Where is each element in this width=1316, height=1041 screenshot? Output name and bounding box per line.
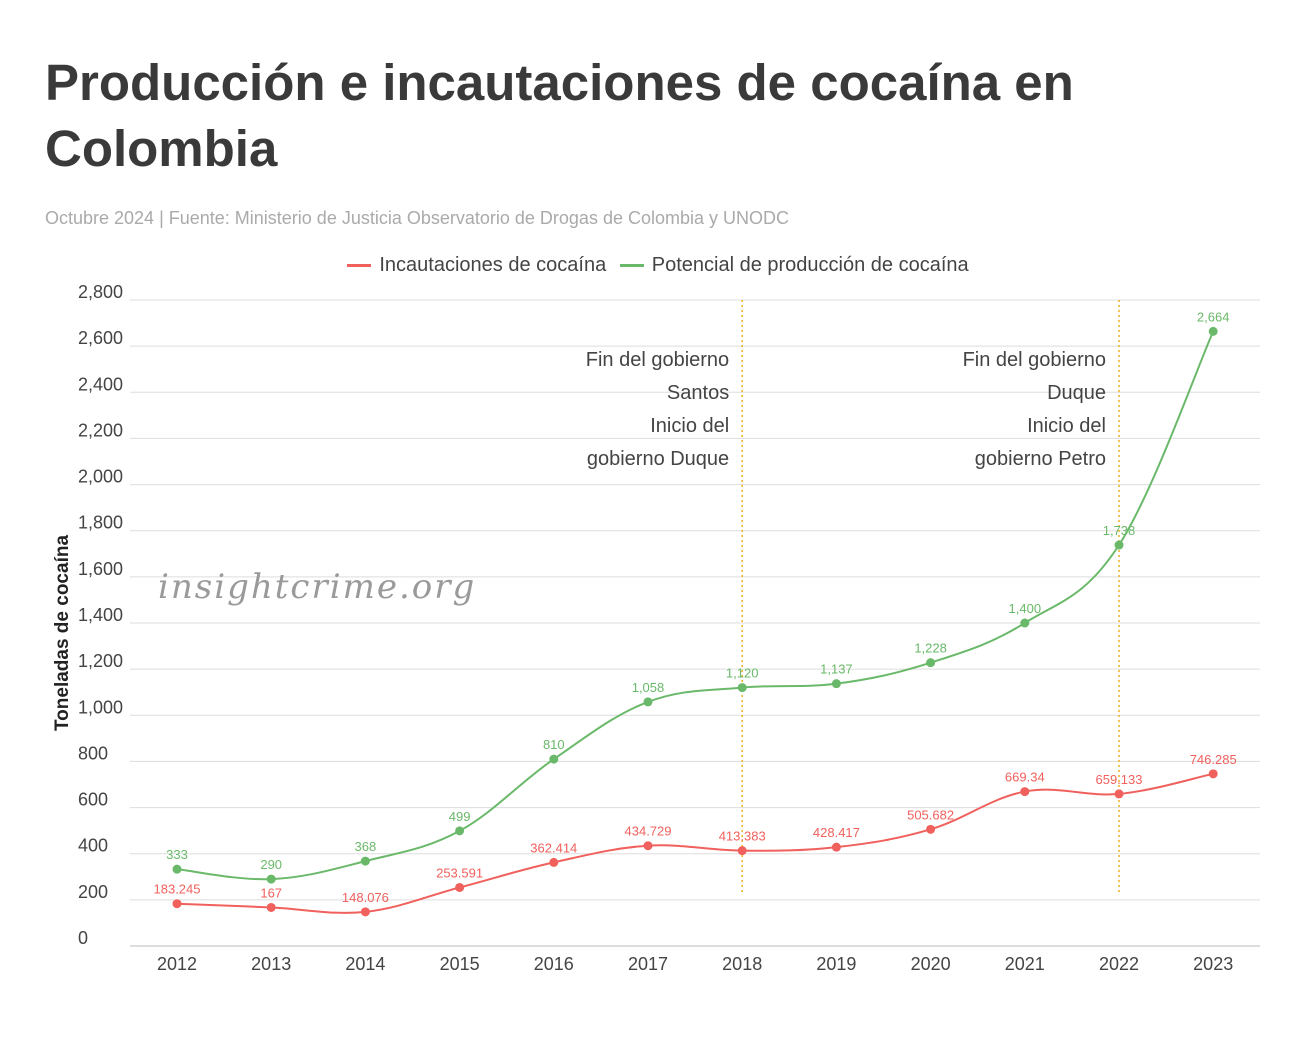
point-produccion-2015 [455, 826, 465, 836]
data-label-incautaciones-2013: 167 [260, 885, 282, 900]
data-label-produccion-2018: 1,120 [726, 666, 759, 681]
point-produccion-2018 [737, 683, 747, 693]
legend-item-incautaciones[interactable]: Incautaciones de cocaína [347, 254, 606, 277]
point-incautaciones-2022 [1114, 789, 1124, 799]
point-incautaciones-2013 [266, 902, 276, 912]
x-tick-label-2021: 2021 [1005, 954, 1045, 974]
annotation-2022-line-3: gobierno Petro [975, 448, 1106, 470]
y-tick-label-600: 600 [78, 790, 108, 810]
data-label-produccion-2021: 1,400 [1009, 601, 1042, 616]
data-label-incautaciones-2022: 659.133 [1096, 772, 1143, 787]
annotation-2022-line-0: Fin del gobierno [963, 349, 1106, 371]
point-incautaciones-2016 [549, 857, 559, 867]
annotation-2018-line-1: Santos [667, 382, 729, 404]
annotation-2018-line-3: gobierno Duque [587, 448, 729, 470]
x-tick-label-2019: 2019 [816, 954, 856, 974]
point-incautaciones-2019 [831, 842, 841, 852]
y-tick-label-0: 0 [78, 928, 88, 948]
x-tick-label-2012: 2012 [157, 954, 197, 974]
legend: Incautaciones de cocaína Potencial de pr… [0, 250, 1316, 277]
series-line-incautaciones [176, 772, 1214, 914]
legend-label-produccion: Potencial de producción de cocaína [651, 254, 969, 276]
data-label-produccion-2022: 1,738 [1103, 523, 1136, 538]
data-label-produccion-2012: 333 [166, 847, 188, 862]
x-tick-label-2014: 2014 [345, 954, 385, 974]
y-tick-label-200: 200 [78, 882, 108, 902]
point-incautaciones-2015 [455, 882, 465, 892]
data-label-incautaciones-2018: 413.383 [719, 829, 766, 844]
annotation-2022-line-1: Duque [1047, 382, 1106, 404]
data-label-incautaciones-2014: 148.076 [342, 890, 389, 905]
annotation-2018-line-0: Fin del gobierno [586, 349, 729, 371]
y-tick-label-2800: 2,800 [78, 282, 123, 302]
data-label-produccion-2017: 1,058 [632, 680, 665, 695]
y-tick-label-1800: 1,800 [78, 513, 123, 533]
legend-swatch-produccion [619, 264, 644, 267]
y-tick-label-800: 800 [78, 743, 108, 763]
data-label-incautaciones-2017: 434.729 [625, 824, 672, 839]
data-label-produccion-2014: 368 [355, 839, 377, 854]
x-tick-label-2018: 2018 [722, 954, 762, 974]
point-produccion-2013 [266, 874, 276, 884]
data-label-incautaciones-2016: 362.414 [530, 840, 577, 855]
data-label-incautaciones-2020: 505.682 [907, 807, 954, 822]
data-label-produccion-2020: 1,228 [914, 641, 947, 656]
y-tick-label-400: 400 [78, 836, 108, 856]
y-axis-title: Toneladas de cocaína [52, 535, 73, 731]
data-label-produccion-2013: 290 [260, 857, 282, 872]
point-produccion-2017 [643, 697, 653, 707]
annotation-2018-line-2: Inicio del [650, 415, 729, 437]
y-tick-label-2600: 2,600 [78, 328, 123, 348]
data-label-incautaciones-2012: 183.245 [154, 882, 201, 897]
y-tick-label-2400: 2,400 [78, 374, 123, 394]
x-tick-label-2016: 2016 [534, 954, 574, 974]
legend-item-produccion[interactable]: Potencial de producción de cocaína [619, 254, 969, 277]
point-produccion-2019 [831, 679, 841, 689]
annotation-2022-line-2: Inicio del [1027, 415, 1106, 437]
data-label-produccion-2016: 810 [543, 737, 565, 752]
point-produccion-2021 [1020, 618, 1030, 628]
data-label-incautaciones-2021: 669.34 [1005, 770, 1045, 785]
y-tick-label-1400: 1,400 [78, 605, 123, 625]
x-tick-label-2022: 2022 [1099, 954, 1139, 974]
point-incautaciones-2014 [360, 907, 370, 917]
point-incautaciones-2012 [172, 899, 182, 909]
data-label-produccion-2023: 2,664 [1197, 309, 1230, 324]
point-produccion-2023 [1208, 326, 1218, 336]
point-produccion-2022 [1114, 540, 1124, 550]
point-incautaciones-2023 [1208, 769, 1218, 779]
data-label-incautaciones-2015: 253.591 [436, 865, 483, 880]
point-incautaciones-2021 [1020, 787, 1030, 797]
point-incautaciones-2017 [643, 841, 653, 851]
chart-subtitle: Octubre 2024 | Fuente: Ministerio de Jus… [45, 208, 790, 228]
watermark-text: insightcrime.org [158, 567, 476, 607]
legend-label-incautaciones: Incautaciones de cocaína [379, 254, 607, 276]
x-tick-label-2017: 2017 [628, 954, 668, 974]
data-label-incautaciones-2019: 428.417 [813, 825, 860, 840]
point-produccion-2020 [926, 658, 936, 668]
x-tick-label-2013: 2013 [251, 954, 291, 974]
chart-title: Producción e incautaciones de cocaína en… [45, 54, 1074, 177]
x-tick-label-2020: 2020 [911, 954, 951, 974]
point-produccion-2012 [172, 864, 182, 874]
x-tick-label-2023: 2023 [1193, 954, 1233, 974]
y-tick-label-1200: 1,200 [78, 651, 123, 671]
legend-swatch-incautaciones [347, 264, 372, 267]
x-tick-label-2015: 2015 [440, 954, 480, 974]
data-label-incautaciones-2023: 746.285 [1190, 752, 1237, 767]
y-tick-label-1600: 1,600 [78, 559, 123, 579]
point-incautaciones-2018 [737, 846, 747, 856]
data-label-produccion-2015: 499 [449, 809, 471, 824]
y-tick-label-2200: 2,200 [78, 420, 123, 440]
point-produccion-2014 [360, 856, 370, 866]
data-label-produccion-2019: 1,137 [820, 662, 853, 677]
point-produccion-2016 [549, 754, 559, 764]
y-tick-label-1000: 1,000 [78, 697, 123, 717]
y-tick-label-2000: 2,000 [78, 467, 123, 487]
point-incautaciones-2020 [926, 824, 936, 834]
